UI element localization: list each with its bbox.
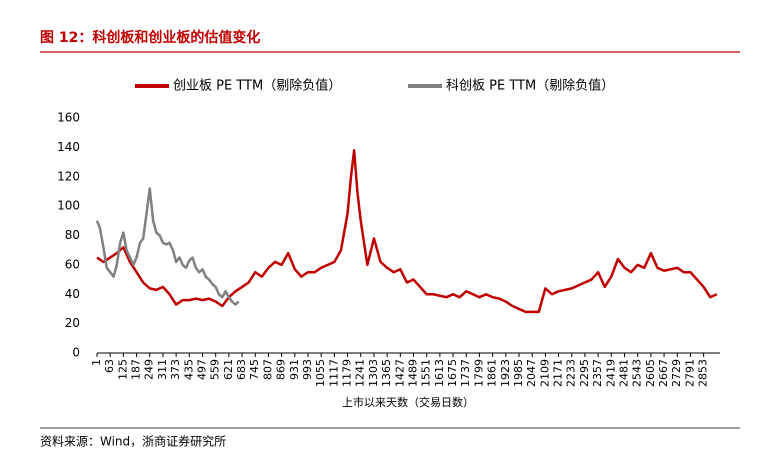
x-tick-label: 2853: [697, 359, 710, 387]
x-tick-label: 1055: [314, 359, 327, 387]
y-tick-label: 100: [57, 199, 80, 213]
y-tick-label: 140: [57, 140, 80, 154]
series-line: [95, 187, 240, 306]
y-tick-label: 160: [57, 111, 80, 125]
x-tick-label: 993: [301, 359, 314, 380]
x-tick-label: 125: [116, 359, 129, 380]
legend-label: 科创板 PE TTM（剔除负值）: [446, 78, 614, 94]
y-tick-label: 120: [57, 169, 80, 183]
x-tick-label: 2419: [604, 359, 617, 387]
x-tick-label: 1923: [499, 359, 512, 387]
x-tick-label: 2047: [525, 359, 538, 387]
y-tick-label: 20: [65, 316, 80, 330]
y-tick-label: 0: [72, 346, 80, 360]
x-tick-label: 311: [156, 359, 169, 380]
series-line: [96, 149, 718, 314]
x-tick-label: 2233: [565, 359, 578, 387]
x-axis-label: 上市以来天数（交易日数）: [342, 395, 474, 409]
x-tick-label: 1241: [354, 359, 367, 387]
x-tick-label: 2357: [591, 359, 604, 387]
x-tick-label: 745: [248, 359, 261, 380]
x-tick-label: 1365: [380, 359, 393, 387]
x-tick-label: 807: [261, 359, 274, 380]
x-tick-label: 2729: [670, 359, 683, 387]
y-tick-label: 60: [65, 257, 80, 271]
x-tick-label: 2791: [683, 359, 696, 387]
x-tick-label: 683: [235, 359, 248, 380]
x-tick-label: 559: [209, 359, 222, 380]
x-tick-label: 1799: [472, 359, 485, 387]
x-tick-label: 1675: [446, 359, 459, 387]
x-tick-label: 869: [275, 359, 288, 380]
x-tick-label: 2171: [552, 359, 565, 387]
x-tick-label: 2481: [617, 359, 630, 387]
x-tick-label: 2295: [578, 359, 591, 387]
x-tick-label: 1737: [459, 359, 472, 387]
x-tick-label: 373: [169, 359, 182, 380]
x-tick-label: 2605: [644, 359, 657, 387]
x-tick-label: 1613: [433, 359, 446, 387]
x-tick-label: 1861: [486, 359, 499, 387]
x-tick-label: 1551: [420, 359, 433, 387]
y-tick-label: 80: [65, 228, 80, 242]
legend-label: 创业板 PE TTM（剔除负值）: [173, 78, 341, 94]
x-tick-label: 931: [288, 359, 301, 380]
x-tick-label: 1117: [327, 359, 340, 387]
x-tick-label: 1985: [512, 359, 525, 387]
x-tick-label: 1179: [341, 359, 354, 387]
x-tick-label: 63: [103, 359, 116, 373]
x-tick-label: 1427: [393, 359, 406, 387]
x-tick-label: 249: [143, 359, 156, 380]
x-tick-label: 2667: [657, 359, 670, 387]
x-tick-label: 1: [90, 359, 103, 366]
y-tick-label: 40: [65, 287, 80, 301]
x-tick-label: 2109: [538, 359, 551, 387]
x-tick-label: 621: [222, 359, 235, 380]
x-tick-label: 2543: [631, 359, 644, 387]
source: 资料来源：Wind，浙商证券研究所: [40, 434, 226, 449]
x-tick-label: 187: [130, 359, 143, 380]
x-tick-label: 435: [182, 359, 195, 380]
chart-title: 图 12：科创板和创业板的估值变化: [40, 29, 260, 46]
x-tick-label: 1489: [406, 359, 419, 387]
x-tick-label: 497: [195, 359, 208, 380]
x-tick-label: 1303: [367, 359, 380, 387]
